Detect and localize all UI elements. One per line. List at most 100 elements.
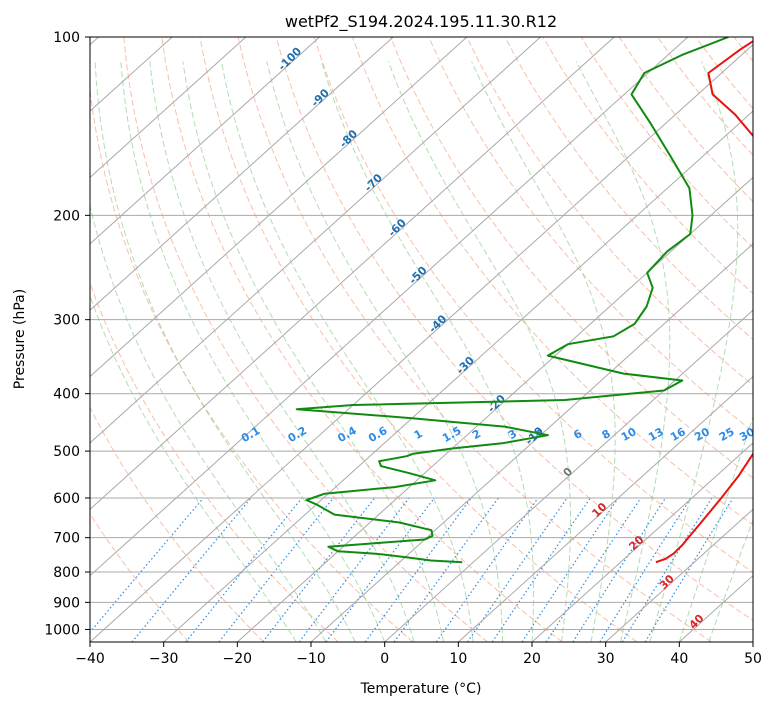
mixing-ratio-label: 25 [717,425,737,444]
isotherm-line [752,641,753,642]
isotherm-line [90,37,615,510]
dry-adiabat [90,86,414,642]
chart-title: wetPf2_S194.2024.195.11.30.R12 [285,12,557,32]
mixing-ratio-line [325,497,435,642]
isotherm-label: -30 [454,354,477,377]
mixing-ratio-line [90,497,204,634]
isotherm-line [90,37,541,444]
dry-adiabat [199,37,638,642]
x-tick-label: 40 [670,651,688,667]
mixing-ratio-line [491,497,591,642]
moist-adiabat [266,61,503,642]
y-axis-title: Pressure (hPa) [12,289,28,389]
dry-adiabat [733,37,753,63]
isotherm-line [90,37,394,311]
moist-adiabat [182,61,445,642]
dry-adiabat [313,37,753,573]
isotherm-label: -40 [426,312,449,335]
isoline-labels: 0.1 0.2 0.4 0.6 1 1.5 2 3 4 6 8 10 13 16 20 25 30 36-100-… [239,44,775,632]
moist-adiabat [94,61,356,642]
isotherm-line [678,574,753,642]
isotherm-line [90,37,468,378]
moist-adiabat [575,61,671,642]
dry-adiabat [352,37,753,526]
dry-adiabat [237,37,712,642]
y-tick-label: 600 [53,491,80,507]
dry-adiabat [90,513,190,642]
mixing-ratio-label: 0.1 [239,424,262,445]
isotherm-line [457,375,753,642]
x-axis-title: Temperature (°C) [360,681,482,697]
mixing-ratio-line [572,497,667,642]
isotherm-line [90,37,247,179]
isotherm-label: -100 [276,44,305,73]
mixing-ratio-line [521,497,619,642]
dry-adiabat [123,37,488,642]
dry-adiabat [428,37,753,433]
moist-adiabat [649,61,739,642]
isotherm-label: -60 [386,216,409,239]
moist-adiabat [678,415,753,642]
mixing-ratio-label: 36 [758,425,775,444]
moist-adiabat [471,61,616,642]
moist-adiabat [321,61,535,642]
moist-adiabat [387,61,571,642]
mixing-ratio-line [644,497,734,642]
isotherm-line [90,37,320,245]
x-tick-label: 30 [597,651,615,667]
plot-frame [89,36,754,643]
isotherm-line [310,243,753,642]
mixing-ratio-label: 0.4 [335,424,359,445]
y-tick-label: 800 [53,565,80,581]
isotherm-label: 30 [657,572,677,592]
dry-adiabat [542,37,753,295]
x-axis: −40 −30 −20 −10 0 10 20 30 40 50 [75,642,762,667]
y-tick-label: 200 [53,208,80,224]
isotherm-label: -20 [485,392,508,415]
mixing-ratio-line [262,497,376,642]
x-tick-label: −40 [75,651,105,667]
moist-adiabat [90,203,327,642]
moist-adiabat [120,61,386,642]
y-tick-label: 500 [53,444,80,460]
isotherm-label: -90 [309,86,332,109]
mixing-ratio-line [393,497,499,642]
dewpoint-line [295,37,729,564]
mixing-ratio-line [621,497,713,642]
mixing-ratio-label: 8 [600,427,613,442]
isotherm-label: 20 [626,533,646,553]
mixing-ratio-label: 16 [668,425,688,444]
background-lines [90,37,753,642]
y-tick-label: 1000 [44,622,80,638]
mixing-ratio-label: 13 [646,425,666,444]
x-tick-label: 50 [744,651,762,667]
dry-adiabat [90,281,339,642]
y-axis: 1000 900 800 700 600 500 400 300 200 100 [44,30,90,638]
mixing-ratio-label: 1 [412,427,425,442]
mixing-ratio-line [131,497,252,642]
dry-adiabat [390,37,753,479]
isotherm-line [236,176,753,642]
isotherm-line [90,44,753,642]
x-tick-label: 10 [449,651,467,667]
y-tick-label: 100 [53,30,80,46]
x-tick-label: 0 [380,651,389,667]
series-layer [295,37,753,564]
dry-adiabat [90,406,264,642]
isotherm-line [163,110,753,642]
y-tick-label: 700 [53,531,80,547]
y-tick-label: 300 [53,313,80,329]
dry-adiabat [695,37,753,110]
isotherm-line [90,37,689,577]
y-tick-label: 900 [53,595,80,611]
moist-adiabat [149,61,415,642]
mixing-ratio-label: 20 [692,425,712,444]
y-tick-label: 400 [53,387,80,403]
moist-adiabat [708,518,753,642]
dry-adiabat [618,37,753,203]
mixing-ratio-line [218,497,334,642]
x-tick-label: −20 [223,651,253,667]
isotherm-label: 40 [687,612,707,632]
x-tick-label: −10 [296,651,326,667]
mixing-ratio-line [599,497,692,642]
